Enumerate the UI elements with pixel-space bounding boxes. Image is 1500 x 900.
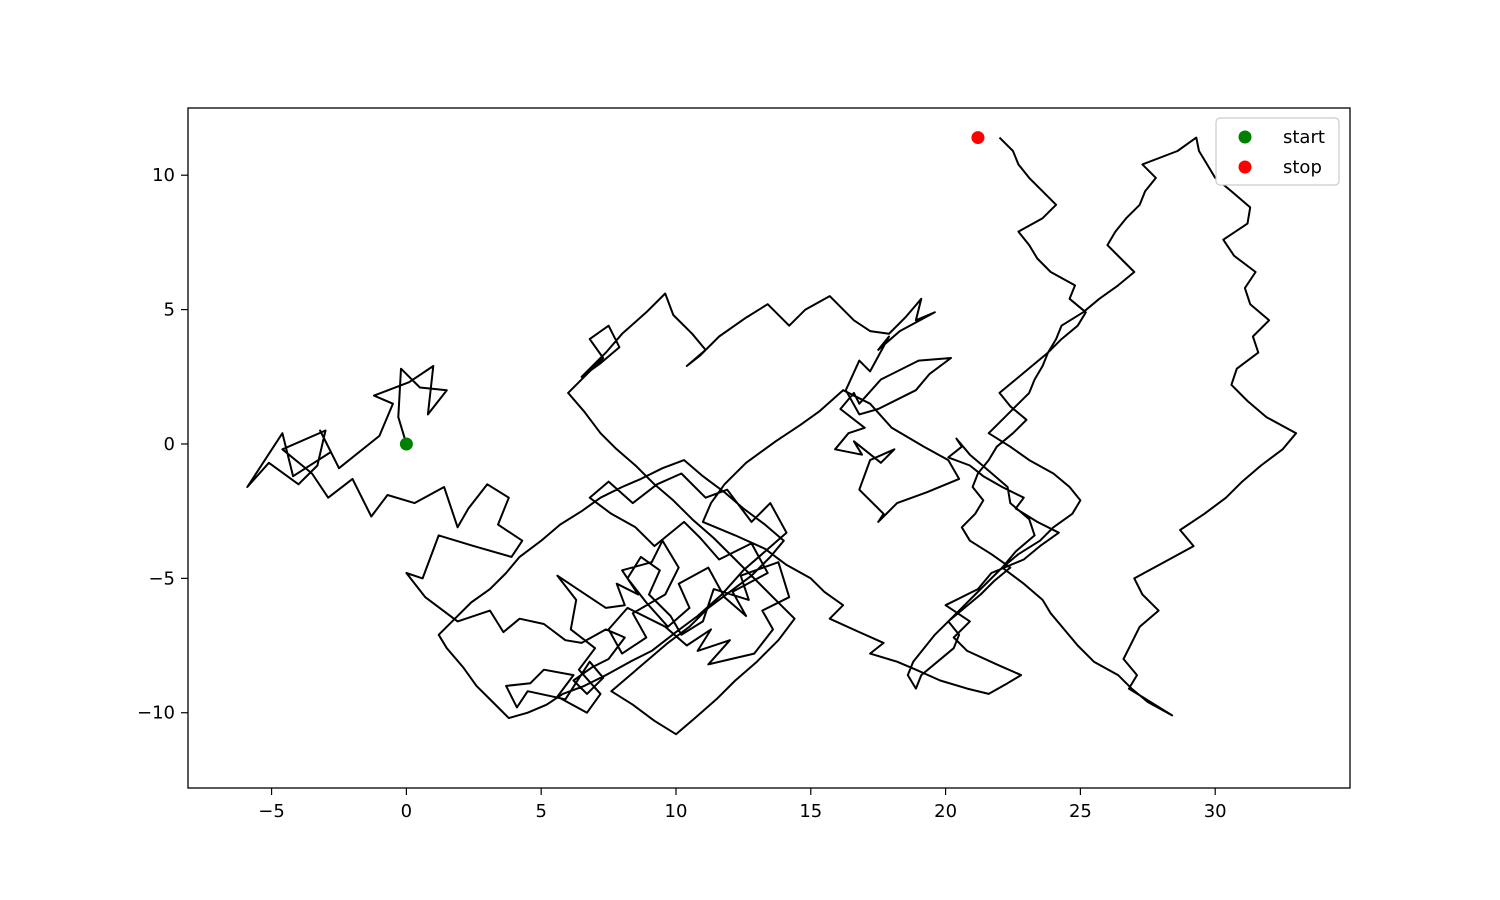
y-tick-label: 10 xyxy=(152,165,175,186)
y-axis-ticks: −10 −5 0 5 10 xyxy=(137,165,188,724)
legend-start-label: start xyxy=(1283,127,1325,148)
y-tick-label: −10 xyxy=(137,703,175,724)
y-tick-label: −5 xyxy=(148,568,175,589)
legend: start stop xyxy=(1215,117,1340,186)
x-tick-label: 30 xyxy=(1204,801,1227,822)
x-axis-ticks: −5 0 5 10 15 20 25 30 xyxy=(258,788,1227,822)
plot-area xyxy=(246,131,1298,736)
x-tick-label: 25 xyxy=(1069,801,1092,822)
start-point xyxy=(399,437,413,451)
x-tick-label: 15 xyxy=(799,801,822,822)
legend-stop-marker xyxy=(1238,160,1252,174)
stop-point xyxy=(971,131,985,145)
legend-start-marker xyxy=(1238,130,1252,144)
y-tick-label: 0 xyxy=(164,434,175,455)
x-tick-label: −5 xyxy=(258,801,285,822)
walk-line xyxy=(246,136,1298,736)
y-tick-label: 5 xyxy=(164,300,175,321)
x-tick-label: 0 xyxy=(401,801,412,822)
legend-stop-label: stop xyxy=(1283,157,1322,178)
x-tick-label: 5 xyxy=(535,801,546,822)
axes-frame xyxy=(187,107,1351,789)
x-tick-label: 10 xyxy=(665,801,688,822)
x-tick-label: 20 xyxy=(934,801,957,822)
